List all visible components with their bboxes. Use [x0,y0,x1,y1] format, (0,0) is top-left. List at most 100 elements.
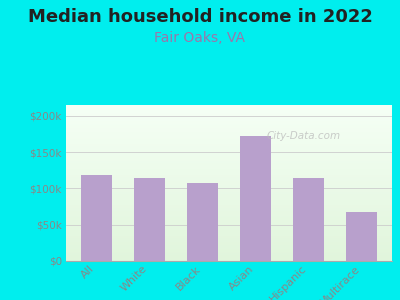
Bar [66,180,392,182]
Bar [66,155,392,157]
Bar [66,113,392,114]
Bar [66,110,392,111]
Bar [66,170,392,172]
Bar [66,105,392,106]
Bar [66,135,392,136]
Bar [66,196,392,197]
Bar [81,176,112,261]
Bar [66,175,392,177]
Bar [66,230,392,231]
Bar [66,197,392,199]
Bar [66,131,392,133]
Bar [66,236,392,238]
Text: City-Data.com: City-Data.com [267,131,341,141]
Bar [66,125,392,127]
Bar [66,184,392,186]
Bar [66,186,392,188]
Bar [66,216,392,217]
Bar [66,255,392,256]
Bar [66,158,392,160]
Bar [66,205,392,206]
Text: Median household income in 2022: Median household income in 2022 [28,8,372,26]
Bar [66,166,392,167]
Bar [66,219,392,220]
Bar [66,228,392,230]
Bar [66,164,392,166]
Bar [66,239,392,241]
Bar [66,177,392,178]
Bar [134,178,165,261]
Bar [66,238,392,239]
Bar [66,119,392,121]
Bar [66,256,392,258]
Bar [66,200,392,202]
Bar [66,127,392,128]
Bar [66,122,392,124]
Bar [293,178,324,261]
Bar [66,147,392,149]
Bar [66,128,392,130]
Bar [66,149,392,150]
Bar [66,178,392,180]
Bar [66,183,392,184]
Bar [66,252,392,253]
Bar [66,194,392,196]
Bar [66,138,392,139]
Bar [66,260,392,261]
Bar [66,111,392,113]
Bar [240,136,271,261]
Bar [66,206,392,208]
Bar [66,227,392,228]
Text: Fair Oaks, VA: Fair Oaks, VA [154,32,246,46]
Bar [66,222,392,224]
Bar [66,157,392,158]
Bar [66,189,392,191]
Bar [66,160,392,161]
Bar [66,233,392,235]
Bar [66,130,392,131]
Bar [66,167,392,169]
Bar [66,241,392,242]
Bar [187,183,218,261]
Bar [66,202,392,203]
Bar [66,247,392,248]
Bar [66,142,392,144]
Bar [66,150,392,152]
Bar [66,220,392,222]
Bar [66,214,392,216]
Bar [66,133,392,135]
Bar [66,144,392,146]
Bar [66,231,392,233]
Bar [66,209,392,211]
Bar [66,116,392,118]
Bar [66,146,392,147]
Bar [66,136,392,138]
Bar [66,172,392,174]
Bar [346,212,377,261]
Bar [66,121,392,122]
Bar [66,118,392,119]
Bar [66,191,392,192]
Bar [66,169,392,170]
Bar [66,250,392,252]
Bar [66,213,392,214]
Bar [66,199,392,200]
Bar [66,174,392,175]
Bar [66,161,392,163]
Bar [66,208,392,209]
Bar [66,217,392,219]
Bar [66,203,392,205]
Bar [66,163,392,164]
Bar [66,258,392,260]
Bar [66,139,392,141]
Bar [66,242,392,244]
Bar [66,248,392,250]
Bar [66,192,392,194]
Bar [66,188,392,189]
Bar [66,108,392,110]
Bar [66,235,392,236]
Bar [66,244,392,245]
Bar [66,224,392,225]
Bar [66,211,392,213]
Bar [66,225,392,227]
